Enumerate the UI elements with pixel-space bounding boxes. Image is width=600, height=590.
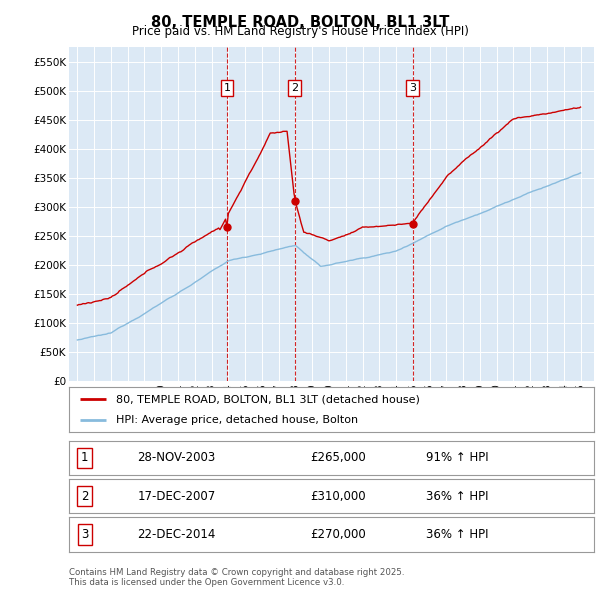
Text: 36% ↑ HPI: 36% ↑ HPI [426,490,488,503]
Text: 28-NOV-2003: 28-NOV-2003 [137,451,215,464]
Text: Price paid vs. HM Land Registry's House Price Index (HPI): Price paid vs. HM Land Registry's House … [131,25,469,38]
Text: 91% ↑ HPI: 91% ↑ HPI [426,451,488,464]
Text: £265,000: £265,000 [311,451,366,464]
Text: 22-DEC-2014: 22-DEC-2014 [137,528,215,541]
Text: 2: 2 [291,83,298,93]
Text: £270,000: £270,000 [311,528,366,541]
Text: Contains HM Land Registry data © Crown copyright and database right 2025.
This d: Contains HM Land Registry data © Crown c… [69,568,404,587]
Text: 1: 1 [81,451,89,464]
Text: 1: 1 [223,83,230,93]
Text: 36% ↑ HPI: 36% ↑ HPI [426,528,488,541]
Text: 3: 3 [81,528,88,541]
Text: 3: 3 [409,83,416,93]
Text: 80, TEMPLE ROAD, BOLTON, BL1 3LT (detached house): 80, TEMPLE ROAD, BOLTON, BL1 3LT (detach… [116,394,420,404]
Text: £310,000: £310,000 [311,490,366,503]
Text: 80, TEMPLE ROAD, BOLTON, BL1 3LT: 80, TEMPLE ROAD, BOLTON, BL1 3LT [151,15,449,30]
Text: HPI: Average price, detached house, Bolton: HPI: Average price, detached house, Bolt… [116,415,358,425]
Text: 17-DEC-2007: 17-DEC-2007 [137,490,215,503]
Text: 2: 2 [81,490,89,503]
